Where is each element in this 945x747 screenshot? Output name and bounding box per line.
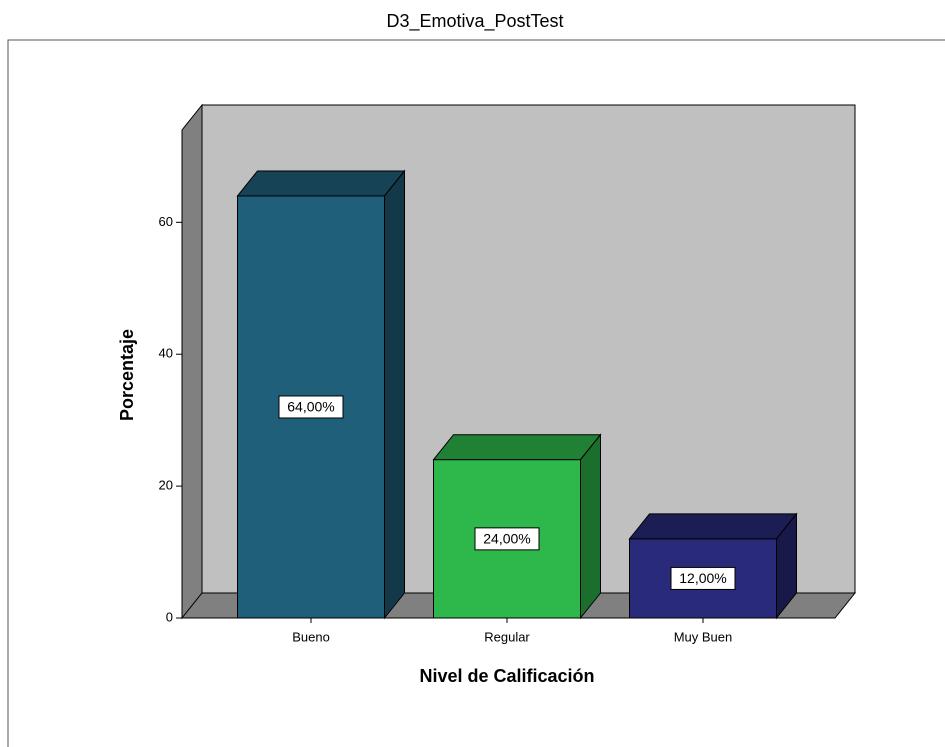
y-axis-label: Porcentaje xyxy=(117,329,137,421)
chart-title: D3_Emotiva_PostTest xyxy=(386,11,563,32)
x-tick-label: Bueno xyxy=(292,629,330,644)
value-label: 64,00% xyxy=(287,399,334,415)
left-wall xyxy=(181,103,203,620)
y-tick-label: 60 xyxy=(159,214,173,229)
x-tick-label: Regular xyxy=(484,629,530,644)
y-tick-label: 20 xyxy=(159,478,173,493)
x-tick-label: Muy Buen xyxy=(674,629,733,644)
value-label-box xyxy=(670,566,736,590)
x-axis-label: Nivel de Calificación xyxy=(419,666,594,686)
bar xyxy=(629,538,777,619)
bar-top xyxy=(432,434,602,461)
value-label: 12,00% xyxy=(679,570,726,586)
bar-top xyxy=(628,513,798,540)
value-label-box xyxy=(474,527,540,551)
bar-top xyxy=(236,170,406,197)
bar-side xyxy=(384,169,405,620)
value-label-box xyxy=(278,395,344,419)
frame xyxy=(7,39,945,747)
y-tick-label: 40 xyxy=(159,346,173,361)
bar-side xyxy=(580,433,601,620)
value-label: 24,00% xyxy=(483,531,530,547)
y-tick-label: 0 xyxy=(166,609,173,624)
